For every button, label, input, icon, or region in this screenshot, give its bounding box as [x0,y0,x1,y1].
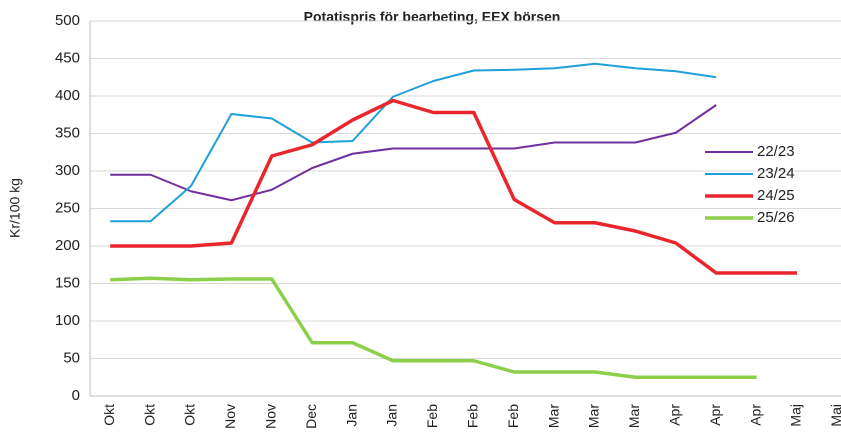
y-tick-label: 150 [55,274,80,291]
y-tick-label: 300 [55,162,80,179]
x-tick-label: Nov [222,404,238,429]
x-tick-label: Jan [343,404,359,427]
y-tick-label: 200 [55,237,80,254]
y-tick-label: 450 [55,49,80,66]
series-line [110,276,757,379]
y-tick-label: 50 [63,349,80,366]
legend-label: 23/24 [757,165,795,182]
x-tick-label: Feb [424,404,440,428]
y-tick-label: 350 [55,124,80,141]
x-tick-label: Maj [828,404,841,427]
chart-title: Potatispris för bearbeting, EEX börsen [304,9,561,25]
y-tick-label: 400 [55,87,80,104]
x-tick-label: Mar [626,404,642,428]
legend-label: 24/25 [757,187,795,204]
x-tick-label: Maj [788,404,804,427]
x-tick-label: Mar [586,404,602,428]
series-line [110,104,717,202]
x-tick-label: Okt [182,404,198,426]
x-tick-label: Mar [545,404,561,428]
legend-label: 22/23 [757,143,795,160]
x-tick-label: Feb [505,404,521,428]
x-tick-label: Feb [465,404,481,428]
x-tick-label: Jan [384,404,400,427]
series-line [110,62,717,223]
legend-label: 25/26 [757,209,795,226]
y-tick-label: 500 [55,12,80,29]
series-line [110,98,797,275]
x-tick-label: Apr [667,404,683,426]
x-tick-label: Nov [263,404,279,429]
x-tick-label: Okt [141,404,157,426]
x-tick-label: Apr [747,404,763,426]
y-tick-label: 100 [55,312,80,329]
y-tick-label: 250 [55,199,80,216]
y-axis-label: Kr/100 kg [7,178,23,238]
y-tick-label: 0 [72,387,80,404]
x-tick-label: Apr [707,404,723,426]
x-tick-label: Dec [303,404,319,429]
x-tick-label: Okt [101,404,117,426]
